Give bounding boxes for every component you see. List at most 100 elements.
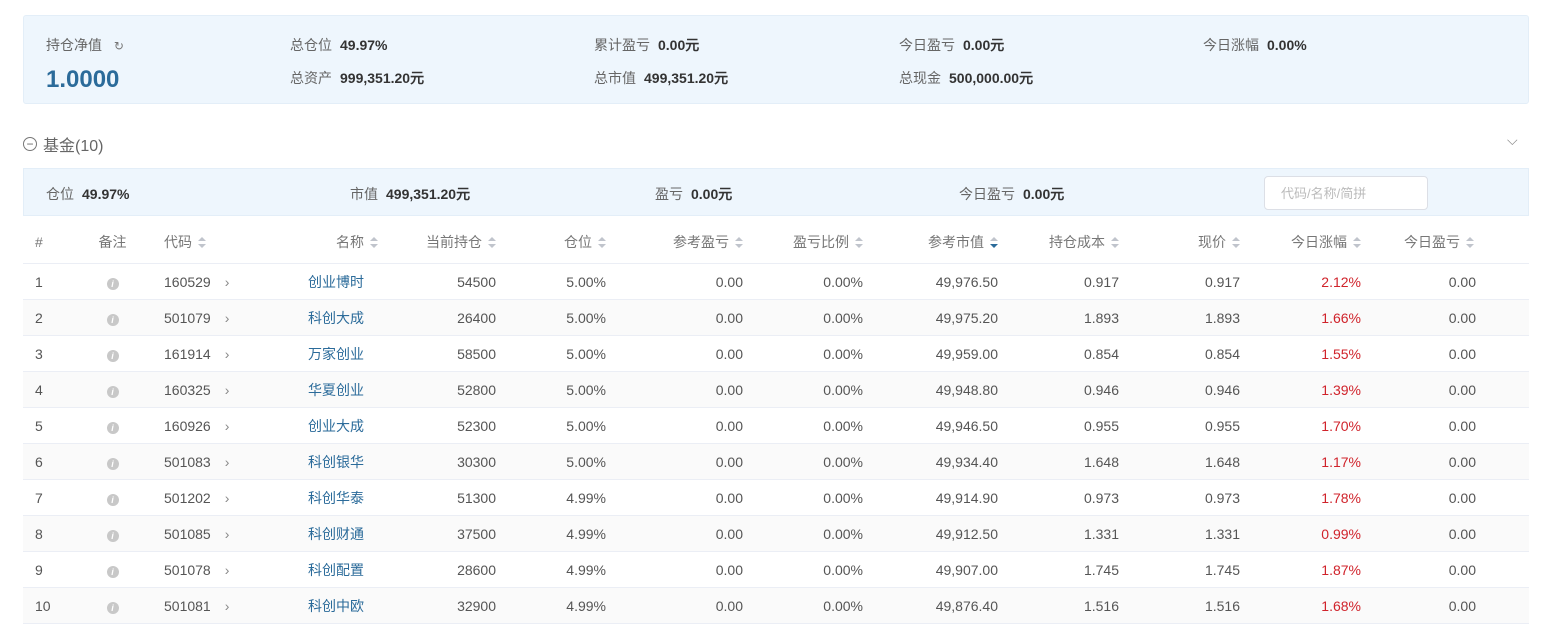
chevron-down-icon[interactable]: ⌵	[1507, 132, 1518, 148]
today-change: 今日涨幅 0.00%	[1203, 37, 1307, 53]
today-pnl: 今日盈亏 0.00元	[899, 37, 1005, 53]
column-header[interactable]: 今日涨幅	[1250, 232, 1371, 252]
fund-today-pnl: 今日盈亏 0.00元	[959, 186, 1065, 202]
table-cell: 501081 ›	[150, 598, 258, 614]
table-cell: 28600	[388, 562, 506, 578]
sort-icon[interactable]	[735, 237, 743, 249]
info-icon[interactable]: i	[106, 529, 119, 542]
sort-icon[interactable]	[1353, 237, 1361, 249]
table-row[interactable]: 9 i 501078 › 科创配置 28600 4.99% 0.00 0.00% 49,907.0…	[23, 552, 1529, 588]
column-header[interactable]: 现价	[1129, 232, 1250, 252]
table-row[interactable]: 3 i 161914 › 万家创业 58500 5.00% 0.00 0.00% 49,959.0…	[23, 336, 1529, 372]
info-icon[interactable]: i	[106, 565, 119, 578]
column-header[interactable]: 持仓成本	[1008, 232, 1129, 252]
chevron-right-icon[interactable]: ›	[224, 453, 230, 470]
table-cell: 1.17%	[1250, 454, 1371, 470]
collapse-icon: −	[23, 137, 37, 151]
table-cell: 科创配置	[258, 560, 388, 580]
position: 4.99%	[566, 561, 606, 578]
chevron-right-icon[interactable]: ›	[224, 525, 230, 542]
table-cell: 0.00	[616, 490, 753, 506]
sort-descending-icon	[370, 244, 378, 249]
info-icon[interactable]: i	[106, 493, 119, 506]
chevron-right-icon[interactable]: ›	[224, 309, 230, 326]
pnl-ratio: 0.00%	[823, 309, 863, 326]
table-cell: 0.00	[1371, 526, 1509, 542]
column-header[interactable]: 参考盈亏	[616, 232, 753, 252]
chevron-right-icon[interactable]: ›	[224, 597, 230, 614]
holding: 52300	[457, 417, 496, 434]
column-header[interactable]: 当前持仓	[388, 232, 506, 252]
info-icon[interactable]: i	[106, 313, 119, 326]
column-header[interactable]: 参考市值	[873, 232, 1008, 252]
fund-name[interactable]: 科创华泰	[308, 489, 364, 506]
info-icon[interactable]: i	[106, 601, 119, 614]
total-position: 总仓位 49.97%	[290, 37, 388, 53]
ref-pnl: 0.00	[715, 525, 743, 542]
sort-ascending-icon	[1232, 237, 1240, 242]
info-icon[interactable]: i	[106, 349, 119, 362]
table-row[interactable]: 8 i 501085 › 科创财通 37500 4.99% 0.00 0.00% 49,912.5…	[23, 516, 1529, 552]
sort-icon[interactable]	[598, 237, 606, 249]
fund-name[interactable]: 科创银华	[308, 453, 364, 470]
table-row[interactable]: 1 i 160529 › 创业博时 54500 5.00% 0.00 0.00% 49,976.5…	[23, 264, 1529, 300]
sort-icon[interactable]	[1111, 237, 1119, 249]
fund-name[interactable]: 科创中欧	[308, 597, 364, 614]
chevron-right-icon[interactable]: ›	[224, 345, 230, 362]
table-row[interactable]: 2 i 501079 › 科创大成 26400 5.00% 0.00 0.00% 49,975.2…	[23, 300, 1529, 336]
chevron-right-icon[interactable]: ›	[224, 381, 230, 398]
chevron-right-icon[interactable]: ›	[224, 417, 230, 434]
fund-section-toggle[interactable]: − 基金(10)	[23, 132, 103, 156]
fund-name[interactable]: 创业大成	[308, 417, 364, 434]
chevron-right-icon[interactable]: ›	[224, 273, 230, 290]
fund-name[interactable]: 创业博时	[308, 273, 364, 290]
fund-name[interactable]: 科创财通	[308, 525, 364, 542]
fund-name[interactable]: 科创大成	[308, 309, 364, 326]
table-cell: 49,912.50	[873, 526, 1008, 542]
market-value: 总市值 499,351.20元	[594, 70, 729, 86]
table-row[interactable]: 5 i 160926 › 创业大成 52300 5.00% 0.00 0.00% 49,946.5…	[23, 408, 1529, 444]
chevron-right-icon[interactable]: ›	[224, 489, 230, 506]
info-icon[interactable]: i	[106, 457, 119, 470]
today-pnl: 0.00	[1448, 525, 1476, 542]
sort-icon[interactable]	[1232, 237, 1240, 249]
sort-descending-icon	[488, 244, 496, 249]
column-header[interactable]: 今日盈亏	[1371, 232, 1509, 252]
sort-icon[interactable]	[370, 237, 378, 249]
table-cell: 0.955	[1129, 418, 1250, 434]
index: 10	[35, 597, 51, 614]
table-row[interactable]: 10 i 501081 › 科创中欧 32900 4.99% 0.00 0.00% 49,876.…	[23, 588, 1529, 624]
table-row[interactable]: 6 i 501083 › 科创银华 30300 5.00% 0.00 0.00% 49,934.4…	[23, 444, 1529, 480]
table-row[interactable]: 4 i 160325 › 华夏创业 52800 5.00% 0.00 0.00% 49,948.8…	[23, 372, 1529, 408]
fund-name[interactable]: 华夏创业	[308, 381, 364, 398]
fund-table: # 备注 代码 名称 当前持仓 仓位 参考盈亏 盈亏比例 参考市值 持仓成本 现价 今日涨幅 今日盈亏 1…	[23, 220, 1529, 624]
refresh-icon[interactable]: ↻	[113, 39, 124, 53]
column-header[interactable]: 代码	[150, 232, 258, 252]
sort-icon[interactable]	[855, 237, 863, 249]
sort-icon[interactable]	[1466, 237, 1474, 249]
table-row[interactable]: 7 i 501202 › 科创华泰 51300 4.99% 0.00 0.00% 49,914.9…	[23, 480, 1529, 516]
sort-descending-icon	[198, 244, 206, 249]
sort-icon[interactable]	[198, 237, 206, 249]
table-cell: 0.00%	[753, 454, 873, 470]
column-header[interactable]: 名称	[258, 232, 388, 252]
position: 5.00%	[566, 309, 606, 326]
column-header[interactable]: 盈亏比例	[753, 232, 873, 252]
column-header[interactable]: 仓位	[506, 232, 616, 252]
sort-icon[interactable]	[488, 237, 496, 249]
chevron-right-icon[interactable]: ›	[224, 561, 230, 578]
sort-icon[interactable]	[990, 237, 998, 249]
note-cell: i	[75, 310, 150, 326]
table-cell: 49,946.50	[873, 418, 1008, 434]
fund-search-input[interactable]	[1264, 176, 1428, 210]
table-cell: 1.78%	[1250, 490, 1371, 506]
info-icon[interactable]: i	[106, 277, 119, 290]
info-icon[interactable]: i	[106, 421, 119, 434]
info-icon[interactable]: i	[106, 385, 119, 398]
table-cell: 4.99%	[506, 526, 616, 542]
fund-name[interactable]: 科创配置	[308, 561, 364, 578]
fund-name[interactable]: 万家创业	[308, 345, 364, 362]
sort-ascending-icon	[1353, 237, 1361, 242]
fund-summary-bar: 仓位 49.97% 市值 499,351.20元 盈亏 0.00元 今日盈亏 0.00元	[23, 168, 1529, 216]
index: 3	[35, 345, 43, 362]
